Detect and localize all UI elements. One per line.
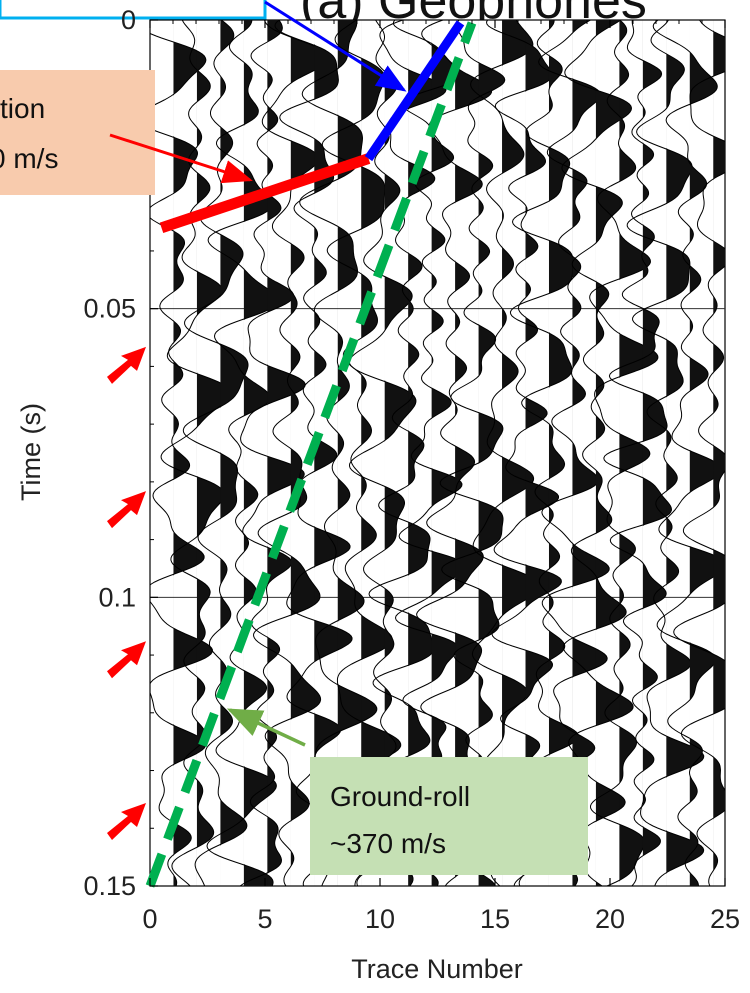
trace-3 (182, 20, 249, 886)
trace-11 (368, 20, 447, 886)
trace-23 (652, 20, 725, 886)
x-tick-label-3: 15 (480, 904, 510, 934)
trace-fill-13 (455, 20, 492, 886)
red-marker-arrow-4 (107, 802, 146, 840)
ground-roll-line (145, 21, 477, 888)
trace-fill-22 (666, 20, 704, 886)
ground-roll-callout-line2: ~370 m/s (330, 828, 446, 859)
trace-15 (470, 20, 541, 886)
y-tick-label-0: 0 (121, 5, 136, 35)
trace-fill-21 (642, 20, 672, 886)
red-marker-arrow-3 (107, 641, 146, 679)
trace-19 (561, 20, 634, 886)
trace-21 (603, 20, 673, 886)
trace-18 (538, 20, 610, 886)
direct-wave-line (364, 20, 465, 162)
y-axis-title: Time (s) (16, 403, 46, 501)
trace-fill-19 (595, 20, 634, 886)
y-tick-label-1: 0.05 (83, 294, 136, 324)
ground-roll-callout-box (310, 757, 588, 875)
refraction-callout-box (0, 70, 155, 195)
title-box (0, 0, 267, 20)
refraction-callout-line1: tion (0, 93, 45, 124)
y-axis: 0 0.05 0.1 0.15 (83, 5, 158, 901)
x-axis-title: Trace Number (351, 954, 523, 984)
x-axis: 0 5 10 15 20 25 (142, 20, 740, 934)
trace-fill-6 (290, 20, 330, 886)
trace-fill-16 (525, 20, 562, 886)
refraction-callout-arrow (109, 133, 253, 184)
trace-16 (485, 20, 562, 886)
x-tick-label-1: 5 (257, 904, 272, 934)
direct-callout-arrow (264, 0, 407, 92)
refraction-line (159, 153, 371, 234)
trace-13 (416, 20, 493, 886)
y-tick-label-2: 0.1 (98, 582, 136, 612)
trace-fill-18 (572, 20, 610, 886)
red-marker-arrow-1 (107, 346, 146, 384)
trace-5 (239, 20, 306, 886)
trace-fill-7 (314, 20, 353, 886)
trace-10 (348, 20, 417, 886)
trace-fill-9 (361, 20, 401, 886)
trace-14 (439, 20, 506, 886)
refraction-callout: tion 0 m/s (0, 70, 155, 195)
trace-fill-20 (619, 20, 658, 886)
trace-fill-12 (431, 20, 466, 886)
x-tick-label-5: 25 (710, 904, 740, 934)
trace-12 (392, 20, 467, 886)
trace-24 (673, 20, 725, 886)
x-tick-label-0: 0 (142, 904, 157, 934)
refraction-callout-line2: 0 m/s (0, 143, 58, 174)
wiggle-traces (150, 20, 725, 886)
ground-roll-callout-line1: Ground-roll (330, 781, 470, 812)
ground-roll-callout-arrow (226, 708, 306, 747)
trace-fill-8 (337, 20, 377, 886)
trace-7 (274, 20, 353, 886)
x-tick-label-2: 10 (365, 904, 395, 934)
y-tick-label-3: 0.15 (83, 871, 136, 901)
red-marker-arrow-2 (107, 491, 146, 529)
ground-roll-callout: Ground-roll ~370 m/s (310, 757, 588, 875)
velocity-lines (145, 20, 477, 888)
annotation-arrows (107, 0, 407, 840)
trace-fill-23 (689, 20, 725, 886)
trace-22 (626, 20, 705, 886)
trace-fill-24 (713, 20, 725, 886)
trace-fill-17 (548, 20, 588, 886)
x-tick-label-4: 20 (595, 904, 625, 934)
